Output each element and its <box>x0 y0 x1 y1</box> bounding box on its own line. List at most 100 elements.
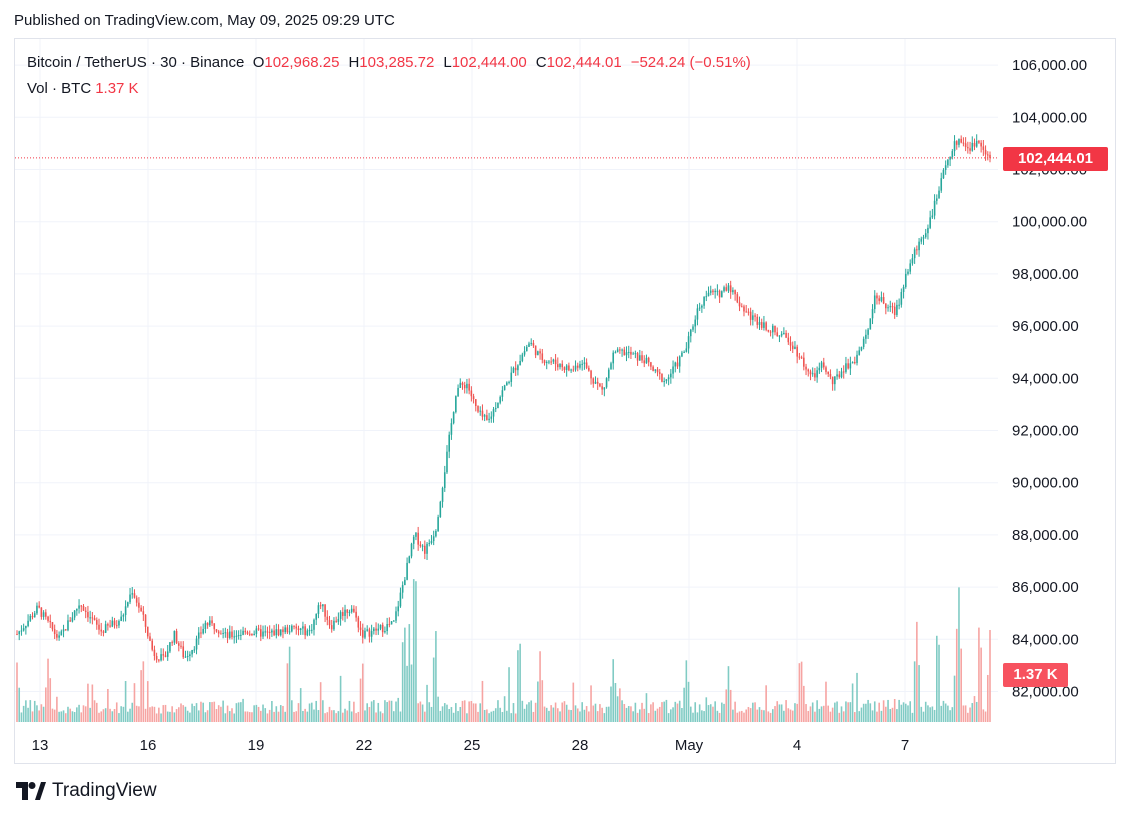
candle-body <box>417 532 419 545</box>
tradingview-logo[interactable]: TradingView <box>16 780 157 802</box>
candle-body <box>639 355 641 361</box>
candle-body <box>714 290 716 293</box>
candle-body <box>933 200 936 216</box>
candle-body <box>729 285 732 293</box>
volume-bar <box>767 711 770 722</box>
candle-body <box>512 367 515 373</box>
x-tick-label: 28 <box>572 737 589 754</box>
volume-bar <box>953 675 956 722</box>
candle-body <box>652 366 654 371</box>
volume-bar <box>521 700 524 722</box>
volume-bar <box>193 706 196 722</box>
volume-bar <box>698 704 701 722</box>
volume-bar <box>98 712 100 722</box>
candle-body <box>180 645 182 647</box>
volume-bar <box>756 709 759 722</box>
volume-bar <box>920 706 923 722</box>
candle-body <box>740 306 743 308</box>
candle-body <box>368 629 371 637</box>
volume-bar <box>743 712 745 722</box>
candle-body <box>95 620 98 625</box>
volume-bar <box>299 688 302 722</box>
candle-body <box>581 363 583 365</box>
candle-body <box>539 351 541 354</box>
volume-bar <box>517 650 519 722</box>
y-tick-label: 86,000.00 <box>1012 579 1079 596</box>
volume-bar <box>565 704 568 722</box>
candle-body <box>836 374 838 377</box>
candle-body <box>182 646 185 658</box>
candle-body <box>175 630 178 644</box>
volume-value: 1.37 K <box>95 80 139 97</box>
volume-bar <box>865 703 867 722</box>
volume-bar <box>133 683 136 722</box>
volume-bar <box>146 681 149 722</box>
volume-bar <box>641 702 643 722</box>
volume-bar <box>807 710 810 722</box>
candle-body <box>847 363 849 369</box>
volume-bar <box>337 711 340 722</box>
volume-bar <box>625 707 628 722</box>
volume-bar <box>361 663 364 722</box>
volume-bar <box>69 708 71 722</box>
candle-body <box>177 643 180 646</box>
candle-body <box>100 629 103 632</box>
symbol-name[interactable]: Bitcoin / TetherUS · 30 · Binance <box>27 54 245 71</box>
candle-body <box>222 632 224 634</box>
volume-bar <box>131 702 134 722</box>
volume-bar <box>33 700 36 722</box>
candle-body <box>674 362 677 367</box>
candle-body <box>235 635 238 637</box>
candle-body <box>426 543 428 554</box>
candle-body <box>16 634 18 636</box>
volume-bar <box>670 709 672 722</box>
candle-body <box>47 616 49 621</box>
candle-body <box>51 622 54 630</box>
candle-body <box>84 610 87 613</box>
candle-body <box>791 345 794 349</box>
candle-body <box>663 381 665 383</box>
candle-body <box>712 290 714 293</box>
candle-body <box>938 190 940 199</box>
chart-frame <box>14 38 1116 764</box>
volume-bar <box>248 712 251 722</box>
volume-bar <box>306 711 309 722</box>
volume-bar <box>135 705 138 722</box>
candle-body <box>607 369 610 379</box>
volume-label[interactable]: Vol · BTC <box>27 80 92 97</box>
candle-body <box>333 620 335 630</box>
volume-bar <box>304 708 306 722</box>
volume-bar <box>421 704 424 722</box>
volume-bar <box>856 672 858 722</box>
volume-bar <box>982 709 985 722</box>
volume-bar <box>689 706 692 722</box>
candle-body <box>406 562 408 580</box>
volume-bar <box>53 709 56 722</box>
volume-bar <box>780 704 783 722</box>
candle-body <box>543 359 546 364</box>
volume-bar <box>330 710 333 722</box>
volume-bar <box>924 701 927 722</box>
volume-bar <box>543 706 546 722</box>
candle-body <box>146 626 149 637</box>
volume-bar <box>375 712 377 722</box>
volume-bar <box>800 661 803 722</box>
volume-bar <box>891 707 894 722</box>
candle-body <box>787 337 790 343</box>
candle-body <box>763 322 765 328</box>
volume-bar <box>246 711 249 722</box>
candle-body <box>818 367 821 371</box>
volume-bar <box>497 700 499 722</box>
candle-body <box>834 376 836 385</box>
candle-body <box>942 169 945 179</box>
volume-bar <box>572 682 575 722</box>
candle-body <box>242 630 244 635</box>
candle-body <box>685 348 688 352</box>
candle-body <box>306 630 309 636</box>
candle-body <box>364 630 366 638</box>
volume-bar <box>681 708 683 722</box>
volume-bar <box>379 711 382 722</box>
volume-bar <box>503 696 506 722</box>
volume-bar <box>534 702 537 722</box>
